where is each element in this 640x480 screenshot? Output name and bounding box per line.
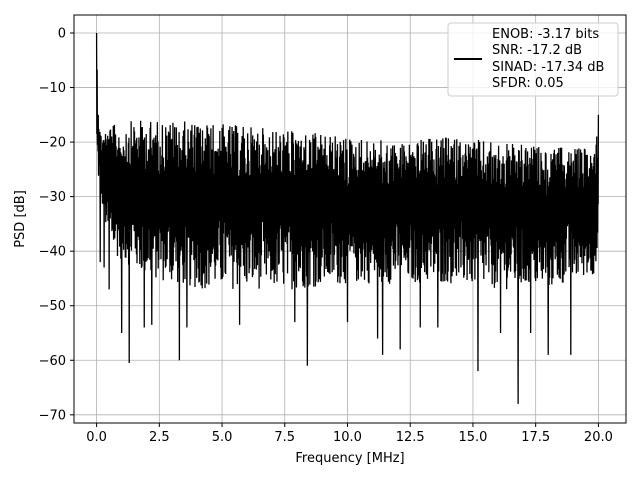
psd-series xyxy=(95,32,600,404)
y-tick-label: −50 xyxy=(39,299,66,314)
x-tick-label: 0.0 xyxy=(86,430,107,445)
y-tick-label: −60 xyxy=(39,354,66,369)
plot-frame xyxy=(73,14,627,424)
y-axis-label: PSD [dB] xyxy=(13,190,28,248)
psd-series-line xyxy=(95,32,600,404)
x-axis-label: Frequency [MHz] xyxy=(295,451,404,466)
y-tick-label: −20 xyxy=(39,136,66,151)
x-axis-ticks: 0.0 2.5 5.0 7.5 10.0 12.5 15.0 17.5 20.0 xyxy=(86,423,613,445)
legend-line-sinad: SINAD: -17.34 dB xyxy=(492,60,604,75)
legend-line-snr: SNR: -17.2 dB xyxy=(492,43,582,58)
legend-line-sfdr: SFDR: 0.05 xyxy=(492,76,564,91)
x-tick-label: 20.0 xyxy=(584,430,613,445)
x-tick-label: 17.5 xyxy=(521,430,550,445)
x-tick-label: 2.5 xyxy=(149,430,170,445)
x-tick-label: 12.5 xyxy=(396,430,425,445)
x-tick-label: 15.0 xyxy=(458,430,487,445)
legend-box xyxy=(447,22,619,97)
legend-line-enob: ENOB: -3.17 bits xyxy=(492,27,599,42)
x-tick-label: 5.0 xyxy=(212,430,233,445)
x-tick-label: 10.0 xyxy=(333,430,362,445)
y-tick-label: −70 xyxy=(39,408,66,423)
y-tick-label: −30 xyxy=(39,190,66,205)
legend: ENOB: -3.17 bits SNR: -17.2 dB SINAD: -1… xyxy=(447,22,619,97)
x-tick-label: 7.5 xyxy=(274,430,295,445)
y-axis-ticks: 0 −10 −20 −30 −40 −50 −60 −70 xyxy=(39,27,74,423)
y-tick-label: 0 xyxy=(58,27,66,42)
y-tick-label: −10 xyxy=(39,81,66,96)
y-tick-label: −40 xyxy=(39,245,66,260)
